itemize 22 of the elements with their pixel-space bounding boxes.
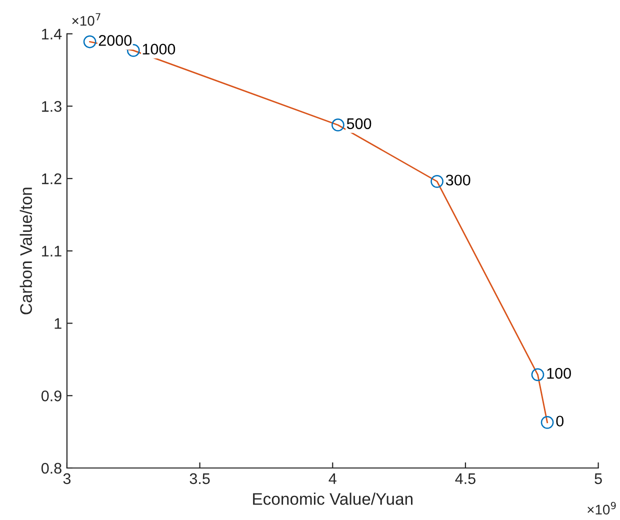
x-tick-label: 3.5 [190, 473, 210, 484]
annotation: 1000 [142, 44, 176, 55]
y-tick-label: 0.9 [41, 390, 62, 402]
y-tick-label: 1.3 [42, 101, 62, 112]
x-tick-label: 3 [63, 473, 71, 484]
annotation: 300 [446, 174, 470, 186]
y-tick-label: 1.1 [42, 246, 62, 256]
x-tick-label: 5 [594, 473, 602, 484]
text: ×10$^{7}$ [72, 13, 100, 26]
y-tick-label: 1.4 [42, 28, 62, 40]
y-tick-label: 0.8 [41, 462, 62, 474]
y-axis-title: Carbon Value/ton [20, 188, 32, 314]
annotation: 500 [346, 118, 372, 130]
x-tick-label: 4 [328, 473, 336, 484]
annotation: 0 [556, 416, 564, 427]
x-tick-label: 4.5 [455, 473, 476, 484]
y-tick-label: 1 [54, 318, 62, 329]
text: ×10$^{9}$ [588, 502, 616, 515]
x-axis-title: Economic Value/Yuan [253, 492, 412, 505]
annotation: 2000 [98, 35, 132, 46]
annotation: 100 [547, 368, 571, 379]
y-tick-label: 1.2 [42, 173, 62, 184]
